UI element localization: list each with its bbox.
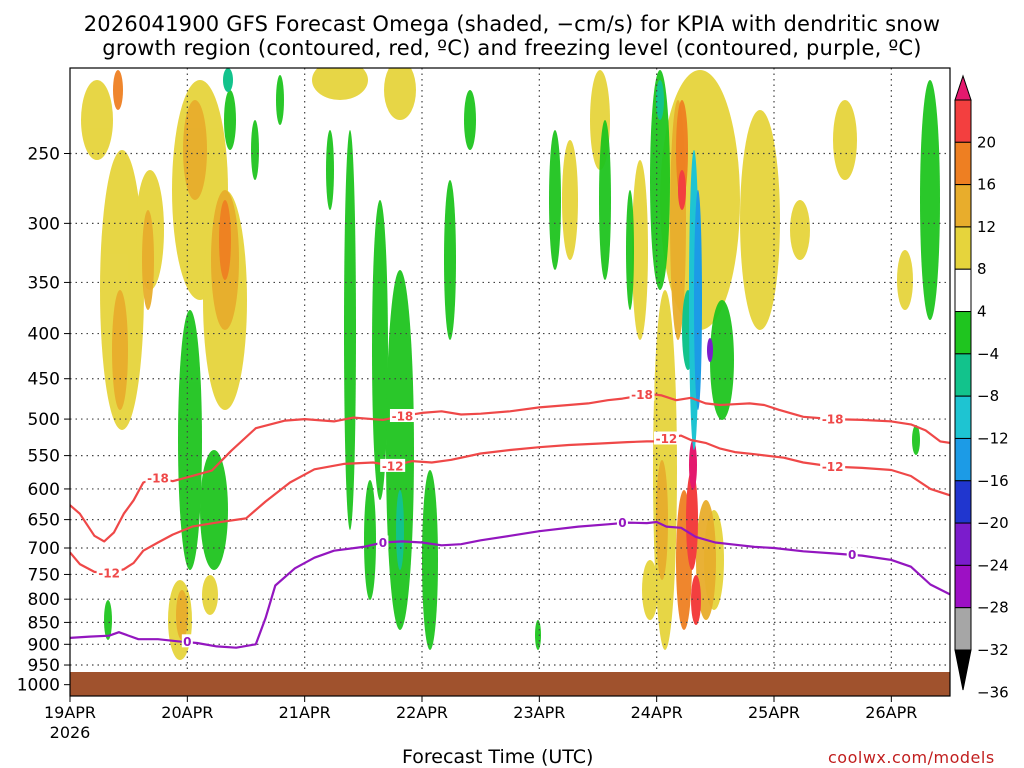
colorbar-swatch [954, 99, 972, 143]
contour-label: 0 [618, 516, 626, 530]
colorbar-label: −28 [977, 599, 1009, 617]
contour-label-bg [846, 547, 858, 561]
colorbar-swatch [954, 184, 972, 228]
x-tick-label: 24APR [631, 703, 683, 722]
y-tick-label: 250 [28, 144, 60, 164]
credit-link[interactable]: coolwx.com/models [828, 748, 995, 767]
colorbar: 20 16 12 8 4 −4 −8 −12 −16 −20 −24 −28 −32 −36 [954, 74, 1009, 701]
colorbar-label: 12 [977, 218, 996, 236]
contour-label-bg [96, 565, 122, 579]
contour-label: -18 [822, 413, 844, 427]
chart-title-line-2: growth region (contoured, red, ºC) and f… [102, 36, 922, 60]
contour-label: -12 [822, 460, 844, 474]
contour-label: 0 [848, 548, 856, 562]
x-tick-label: 26APR [865, 703, 917, 722]
x-tick-sublabel: 2026 [50, 723, 91, 742]
colorbar-label: 8 [977, 260, 987, 278]
y-tick-label: 350 [28, 273, 60, 293]
contour-labels: -18 -18 -18 -18 -12 -12 -12 -12 0 0 0 0 [96, 387, 858, 649]
colorbar-swatch [954, 607, 972, 651]
contour-label-bg [389, 409, 415, 423]
colorbar-label: 16 [977, 176, 996, 194]
colorbar-swatch [954, 522, 972, 566]
y-tick-label: 750 [28, 565, 60, 585]
y-tick-label: 650 [28, 511, 60, 531]
y-tick-label: 500 [28, 410, 60, 430]
colorbar-swatch [954, 226, 972, 270]
y-tick-label: 400 [28, 325, 60, 345]
contour-label-bg [820, 459, 846, 473]
contour-label: 0 [183, 635, 191, 649]
colorbar-label: −12 [977, 429, 1009, 447]
y-tick-label: 550 [28, 447, 60, 467]
contour-label-bg [629, 387, 655, 401]
ground-layer [70, 672, 950, 696]
x-tick-label: 22APR [396, 703, 448, 722]
colorbar-swatch [954, 268, 972, 313]
colorbar-swatch [954, 437, 972, 482]
colorbar-top-arrow [954, 74, 972, 101]
contour-line [70, 434, 950, 574]
contour-label: -18 [147, 471, 169, 485]
contour-label-bg [380, 458, 406, 472]
contour-label: -12 [98, 566, 120, 580]
x-tick-label: 19APR [44, 703, 96, 722]
chart-title-line-1: 2026041900 GFS Forecast Omega (shaded, −… [83, 12, 941, 36]
colorbar-swatch [954, 395, 972, 439]
colorbar-bottom-arrow [954, 649, 972, 691]
contour-label-bg [145, 470, 171, 484]
y-tick-label: 800 [28, 590, 60, 610]
y-tick-label: 450 [28, 370, 60, 390]
colorbar-label: −8 [977, 387, 999, 405]
y-tick-label: 850 [28, 613, 60, 633]
x-tick-label: 21APR [279, 703, 331, 722]
contour-label: -18 [631, 388, 653, 402]
colorbar-label: −36 [977, 683, 1009, 701]
y-tick-label: 1000 [17, 676, 60, 696]
colorbar-label: −4 [977, 345, 999, 363]
colorbar-swatch [954, 480, 972, 524]
y-tick-label: 950 [28, 656, 60, 676]
contour-label: -12 [382, 459, 404, 473]
colorbar-swatch [954, 311, 972, 355]
contour-label-bg [653, 431, 679, 445]
contour-label: 0 [379, 536, 387, 550]
y-axis: 2503003504004505005506006507007508008509… [17, 144, 70, 696]
contour-label-bg [616, 515, 628, 529]
x-tick-label: 25APR [748, 703, 800, 722]
colorbar-label: −32 [977, 641, 1009, 659]
colorbar-label: 4 [977, 303, 987, 321]
contour-label: -18 [392, 410, 414, 424]
colorbar-label: −16 [977, 472, 1009, 490]
y-tick-label: 600 [28, 480, 60, 500]
colorbar-label: −20 [977, 514, 1009, 532]
x-tick-label: 20APR [161, 703, 213, 722]
y-tick-label: 700 [28, 539, 60, 559]
contour-line [70, 520, 950, 649]
contour-label-bg [820, 412, 846, 426]
colorbar-swatch [954, 353, 972, 397]
y-tick-label: 900 [28, 635, 60, 655]
plot-frame [69, 67, 951, 697]
contour-label-bg [181, 634, 193, 648]
colorbar-label: 20 [977, 133, 996, 151]
omega-shading [81, 68, 940, 660]
x-axis-title: Forecast Time (UTC) [402, 746, 594, 768]
contour-label: -12 [656, 432, 678, 446]
colorbar-swatch [954, 564, 972, 609]
colorbar-swatch [954, 141, 972, 186]
contour-label-bg [377, 535, 389, 549]
y-tick-label: 300 [28, 214, 60, 234]
colorbar-label: −24 [977, 556, 1009, 574]
x-tick-label: 23APR [513, 703, 565, 722]
